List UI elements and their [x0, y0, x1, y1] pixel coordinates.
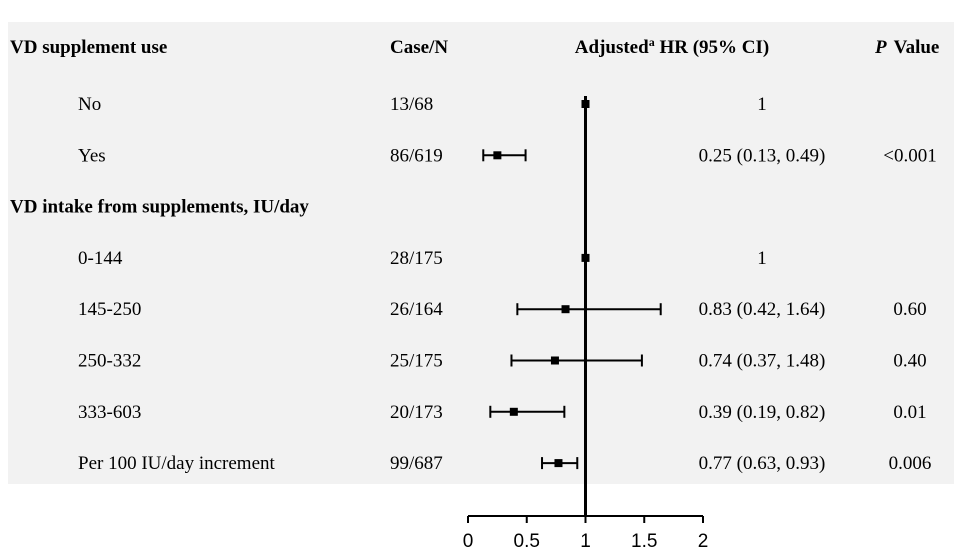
- row-hr-ci: 0.77 (0.63, 0.93): [699, 453, 826, 474]
- label-column-header: VD supplement use: [10, 37, 167, 58]
- row-label: Per 100 IU/day increment: [78, 453, 276, 474]
- row-case-count: 86/619: [390, 145, 443, 166]
- row-p-value: 0.60: [893, 299, 926, 320]
- x-axis: 0 0.5 1 1.5 2: [463, 515, 709, 552]
- x-tick-label: 0: [463, 531, 474, 552]
- hr-point: [581, 253, 590, 262]
- p-value-column-header: P Value: [874, 37, 939, 58]
- row-p-value: 0.01: [893, 402, 926, 423]
- row-case-count: 20/173: [390, 402, 443, 423]
- row-hr-ci: 0.83 (0.42, 1.64): [699, 299, 826, 320]
- row-label: 333-603: [78, 402, 141, 423]
- row-label: 0-144: [78, 248, 123, 269]
- hr-point: [493, 151, 502, 160]
- table-background: [8, 22, 954, 484]
- row-p-value: 0.40: [893, 351, 926, 372]
- hr-point: [550, 356, 559, 365]
- plot-marks: [482, 96, 662, 516]
- row-hr-ci: 1: [757, 94, 767, 115]
- row-hr-ci: 0.25 (0.13, 0.49): [699, 145, 826, 166]
- row-label: No: [78, 94, 101, 115]
- column-headers: VD supplement use Case/N Adjusteda HR (9…: [10, 35, 939, 58]
- row-case-count: 99/687: [390, 453, 443, 474]
- row-case-count: 13/68: [390, 94, 433, 115]
- row-label: 250-332: [78, 351, 141, 372]
- row-hr-ci: 1: [757, 248, 767, 269]
- row-case-count: 25/175: [390, 351, 443, 372]
- x-tick-label: 2: [698, 531, 709, 552]
- hr-point: [509, 407, 518, 416]
- hr-point: [581, 100, 590, 108]
- case-column-header: Case/N: [390, 37, 448, 58]
- hr-column-header: Adjusteda HR (95% CI): [575, 35, 769, 58]
- hr-point: [554, 459, 563, 468]
- row-p-value: <0.001: [883, 145, 936, 166]
- section-header: VD intake from supplements, IU/day: [10, 197, 309, 218]
- table-rows: No 13/68 1 Yes 86/619 0.25 (0.13, 0.49) <0.001…: [10, 94, 937, 474]
- row-label: 145-250: [78, 299, 141, 320]
- row-hr-ci: 0.39 (0.19, 0.82): [699, 402, 826, 423]
- row-case-count: 28/175: [390, 248, 443, 269]
- row-label: Yes: [78, 145, 106, 166]
- row-case-count: 26/164: [390, 299, 443, 320]
- row-hr-ci: 0.74 (0.37, 1.48): [699, 351, 826, 372]
- row-p-value: 0.006: [889, 453, 932, 474]
- x-tick-label: 0.5: [514, 531, 540, 552]
- hr-point: [561, 305, 570, 314]
- x-tick-label: 1.5: [631, 531, 657, 552]
- x-tick-label: 1: [580, 531, 591, 552]
